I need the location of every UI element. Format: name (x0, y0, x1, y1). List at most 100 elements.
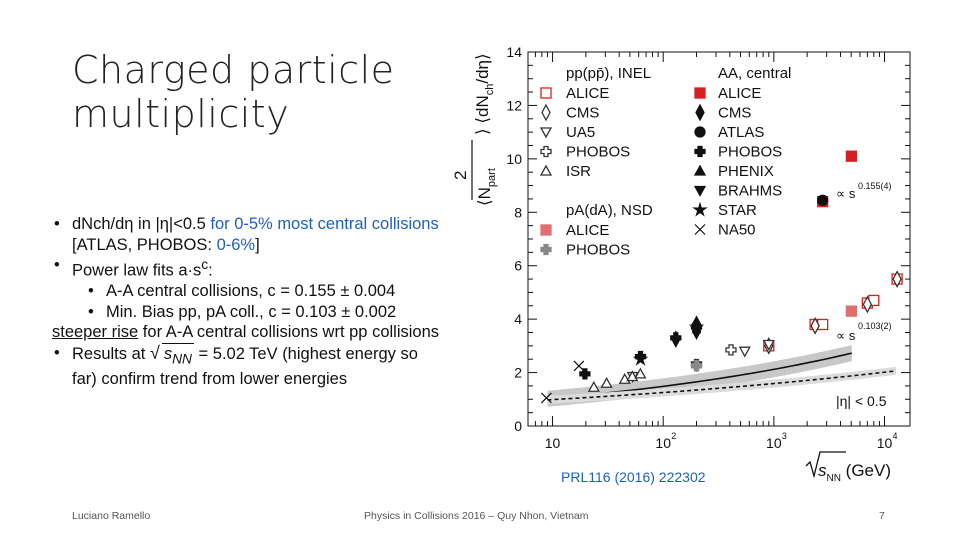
bullet-steeper-rise: steeper rise for A-A central collisions … (32, 322, 447, 343)
x-axis-label-nn: NN (827, 473, 841, 484)
point-phobos-aa (579, 368, 591, 380)
x-tick-exponent: 2 (671, 431, 676, 441)
x-tick-label: 10 (655, 435, 671, 451)
point-isr-pp (587, 380, 600, 392)
y-tick-label: 8 (514, 204, 522, 220)
legend-marker-pp (539, 127, 553, 139)
x-tick-exponent: 3 (782, 431, 787, 441)
point-na50-aa (540, 392, 552, 404)
legend-label-aa: ATLAS (718, 124, 764, 141)
legend-label-aa: NA50 (718, 222, 756, 239)
point-isr-pp (600, 376, 613, 388)
point-star-aa (632, 351, 649, 366)
slide-title-line1: Charged particle (72, 48, 395, 92)
legend-marker-aa (692, 201, 708, 217)
sub-bullet-aa-text: A-A central collisions, c = 0.155 ± 0.00… (106, 282, 396, 300)
y-axis-label-numerator: 2 (451, 171, 470, 180)
x-axis-sqrt-icon (805, 451, 846, 479)
svg-text:⟩ ⟨dNch/dη⟩: ⟩ ⟨dNch/dη⟩ (473, 53, 496, 135)
point-alice-aa (845, 150, 858, 162)
point-phobos-aa (670, 332, 682, 344)
bullet-dndeta-atlas-centrality: 0-6% (216, 235, 256, 254)
bullet-results-post: = 5.02 TeV (highest energy so far) confi… (72, 344, 418, 389)
footer-conference: Physics in Collisions 2016 – Quy Nhon, V… (364, 510, 589, 522)
legend-marker-pp (541, 103, 551, 122)
point-alice-pa (845, 305, 858, 317)
bullet-power-law-colon: : (208, 261, 213, 280)
fit-pp-label: ∝ s (836, 328, 856, 343)
sub-bullet-pp: • Min. Bias pp, pA coll., c = 0.103 ± 0.0… (88, 302, 397, 321)
fit-aa-label: ∝ s (836, 186, 856, 201)
bullet-power-law-exp: c (201, 257, 209, 272)
sqrt-argument: sNN (161, 342, 194, 370)
point-ua5-pp (762, 339, 775, 351)
legend-marker-aa (693, 185, 707, 197)
legend-label-aa: ALICE (718, 85, 761, 102)
sqrt-s: s (163, 344, 173, 363)
y-axis-label-dnch: ⟩ ⟨dNch/dη⟩ (473, 53, 496, 135)
eta-cut-label: |η| < 0.5 (836, 393, 887, 409)
legend: pp(pp̄), INEL AA, central ALICE CMS UA5 PHOBO… (539, 65, 791, 259)
svg-text:sNN (GeV): sNN (GeV) (818, 461, 891, 484)
legend-marker-aa (694, 224, 706, 235)
x-axis-label: sNN (GeV) (805, 451, 891, 484)
point-cms-pp (892, 270, 902, 288)
bullet-power-law: • Power law fits a·sc: • A-A central colli… (52, 255, 447, 322)
legend-marker-aa (693, 164, 707, 176)
x-tick-label: 10 (545, 435, 561, 451)
point-cms-pp (862, 295, 873, 314)
footer-page-number: 7 (879, 510, 885, 522)
point-star-aa (688, 319, 705, 334)
y-axis-label-ch-sub: ch (484, 84, 496, 96)
bullet-list: • dNch/dη in |η|<0.5 for 0-5% most centra… (52, 214, 447, 390)
point-na50-aa (573, 360, 585, 372)
legend-marker-pa (540, 243, 552, 256)
power-law-sublist: • A-A central collisions, c = 0.155 ± 0.0… (72, 281, 447, 322)
reference-citation: PRL116 (2016) 222302 (561, 469, 706, 485)
slide-title-line2: multiplicity (72, 92, 290, 136)
sub-bullet-pp-text: Min. Bias pp, pA coll., c = 0.103 ± 0.00… (106, 302, 397, 321)
bullet-dndeta-bracket: [ATLAS, PHOBOS: (72, 235, 217, 254)
y-tick-label: 2 (514, 365, 522, 381)
legend-marker-pa (540, 224, 552, 236)
y-axis-label-denominator: ⟨Npart (475, 168, 498, 206)
point-phobos-da (690, 360, 703, 372)
legend-marker-aa (694, 87, 706, 99)
legend-marker-aa (694, 145, 706, 158)
bullet-dndeta-text: dNch/dη in |η|<0.5 (72, 215, 211, 233)
legend-label-aa: CMS (718, 105, 751, 122)
legend-label-pa: PHOBOS (566, 242, 630, 259)
legend-label-aa: BRAHMS (718, 183, 782, 200)
footer-author: Luciano Ramello (72, 510, 151, 522)
y-axis-label-npart-sub: part (486, 168, 498, 187)
x-tick-label: 10 (877, 435, 893, 451)
bullet-dndeta-centrality: for 0-5% most central collisions (210, 215, 439, 233)
y-tick-label: 4 (514, 311, 522, 327)
legend-marker-aa (695, 103, 705, 122)
y-axis-label-dn: ⟩ ⟨dN (473, 95, 492, 135)
svg-text:⟨Npart: ⟨Npart (475, 168, 498, 206)
legend-header-aa: AA, central (718, 65, 791, 82)
legend-label-pp: PHOBOS (566, 144, 630, 161)
sqrt-sub: NN (172, 350, 192, 366)
point-ua5-pp (738, 346, 751, 358)
legend-label-aa: PHENIX (718, 163, 774, 180)
y-tick-label: 10 (506, 151, 522, 167)
sub-bullet-aa: • A-A central collisions, c = 0.155 ± 0.0… (88, 282, 396, 300)
bullet-dndeta-close: ] (255, 235, 260, 254)
legend-marker-aa (694, 126, 706, 138)
fit-pp-exponent: 0.103(2) (858, 321, 892, 331)
y-tick-label: 12 (506, 97, 522, 113)
legend-marker-pp (539, 164, 553, 176)
x-tick-exponent: 4 (893, 431, 898, 441)
x-axis-label-unit: (GeV) (841, 461, 891, 480)
bullet-steeper-rise-underlined: steeper rise (52, 323, 139, 341)
y-tick-label: 0 (514, 418, 522, 434)
bullet-steeper-rise-text: for A-A central collisions wrt pp collis… (138, 323, 440, 341)
legend-marker-pp (540, 145, 552, 158)
legend-header-pa: pA(dA), NSD (566, 202, 653, 219)
bullet-results-pre: Results at (72, 344, 150, 363)
y-tick-label: 14 (506, 44, 522, 60)
